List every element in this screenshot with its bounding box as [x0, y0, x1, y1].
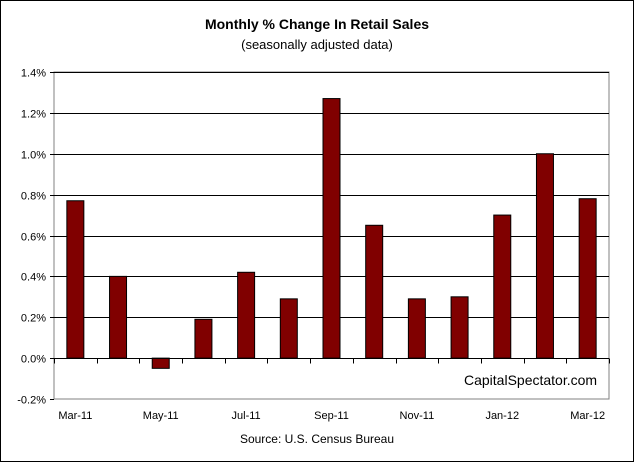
- bar-mar-12: [578, 198, 597, 359]
- bar-dec-11: [450, 296, 469, 359]
- x-tick-label: Mar-12: [570, 410, 605, 422]
- axes: [54, 358, 610, 364]
- source-note: Source: U.S. Census Bureau: [239, 432, 395, 446]
- y-tick-labels: -0.2% 0.0% 0.2% 0.4% 0.6% 0.8% 1.0% 1.2% 1.4%: [17, 68, 46, 407]
- bar-apr-11: [109, 275, 128, 359]
- x-tick-label: Mar-11: [58, 410, 92, 422]
- x-tick-labels: Mar-11 May-11 Jul-11 Sep-11 Nov-11 Jan-12 Mar-…: [58, 410, 605, 422]
- x-tick-label: Sep-11: [314, 410, 349, 422]
- y-tick-label: 0.2%: [21, 313, 46, 325]
- y-tick-label: 0.0%: [21, 354, 46, 366]
- watermark-text: CapitalSpectator.com: [464, 372, 598, 388]
- x-tick-label: Jan-12: [485, 410, 519, 422]
- y-tick-label: 1.2%: [21, 109, 46, 121]
- y-tick-label: 1.4%: [21, 68, 46, 80]
- bar-may-11: [151, 357, 170, 369]
- x-tick-label: Jul-11: [232, 410, 261, 422]
- y-tick-label: 0.4%: [21, 272, 46, 284]
- bar-jan-12: [493, 214, 512, 359]
- bar-sep-11: [322, 98, 341, 359]
- chart-subtitle: (seasonally adjusted data): [241, 37, 393, 52]
- bar-jun-11: [194, 318, 213, 359]
- y-tick-label: 0.6%: [21, 232, 46, 244]
- y-tick-label: 1.0%: [21, 150, 46, 162]
- x-tick-label: Nov-11: [400, 410, 435, 422]
- bar-oct-11: [365, 224, 384, 359]
- bars: [66, 98, 597, 369]
- x-tick-label: May-11: [143, 410, 179, 422]
- bar-jul-11: [237, 271, 256, 359]
- bar-feb-12: [535, 153, 554, 359]
- bar-nov-11: [407, 298, 426, 359]
- bar-aug-11: [279, 298, 298, 359]
- chart-title: Monthly % Change In Retail Sales: [204, 16, 430, 32]
- y-tick-label: -0.2%: [17, 395, 46, 407]
- y-tick-label: 0.8%: [21, 191, 46, 203]
- bar-mar-11: [66, 200, 85, 359]
